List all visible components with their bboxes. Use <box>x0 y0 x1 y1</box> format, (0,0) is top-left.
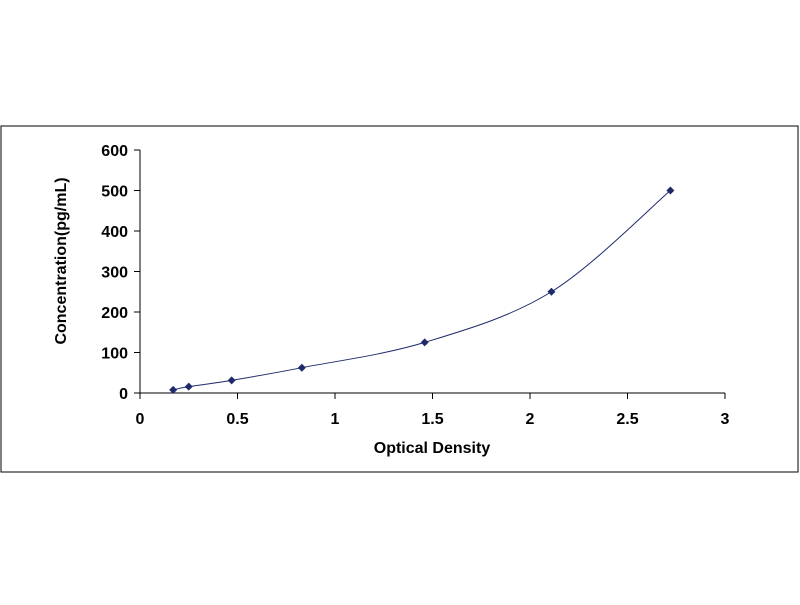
tick-marks <box>134 149 726 399</box>
x-axis-label: Optical Density <box>374 440 491 457</box>
y-tick-label: 400 <box>101 224 128 241</box>
y-axis-label: Concentration(pg/mL) <box>53 177 70 344</box>
fitted-curve <box>173 190 671 391</box>
chart-border <box>0 125 799 473</box>
x-tick-label: 2 <box>526 411 535 428</box>
y-tick-label: 600 <box>101 143 128 160</box>
y-tick-label: 300 <box>101 265 128 282</box>
y-tick-label: 500 <box>101 184 128 201</box>
y-tick-label: 0 <box>119 386 128 403</box>
data-point-diamond <box>547 287 556 296</box>
data-point-diamond <box>666 186 675 195</box>
data-point-diamond <box>169 385 178 394</box>
data-point-diamond <box>227 376 236 385</box>
y-tick-label: 200 <box>101 305 128 322</box>
data-points <box>169 186 675 394</box>
x-tick-label: 0 <box>136 411 145 428</box>
data-point-diamond <box>297 363 306 372</box>
x-tick-label: 2.5 <box>616 411 638 428</box>
y-tick-label: 100 <box>101 346 128 363</box>
data-point-diamond <box>184 382 193 391</box>
x-tick-label: 0.5 <box>226 411 248 428</box>
data-point-diamond <box>420 338 429 347</box>
x-tick-label: 1 <box>331 411 340 428</box>
x-tick-label: 3 <box>721 411 730 428</box>
x-tick-label: 1.5 <box>421 411 443 428</box>
tick-labels: 0 100 200 300 400 500 600 0 0.5 1 1.5 2 2.5 3 <box>101 143 729 428</box>
